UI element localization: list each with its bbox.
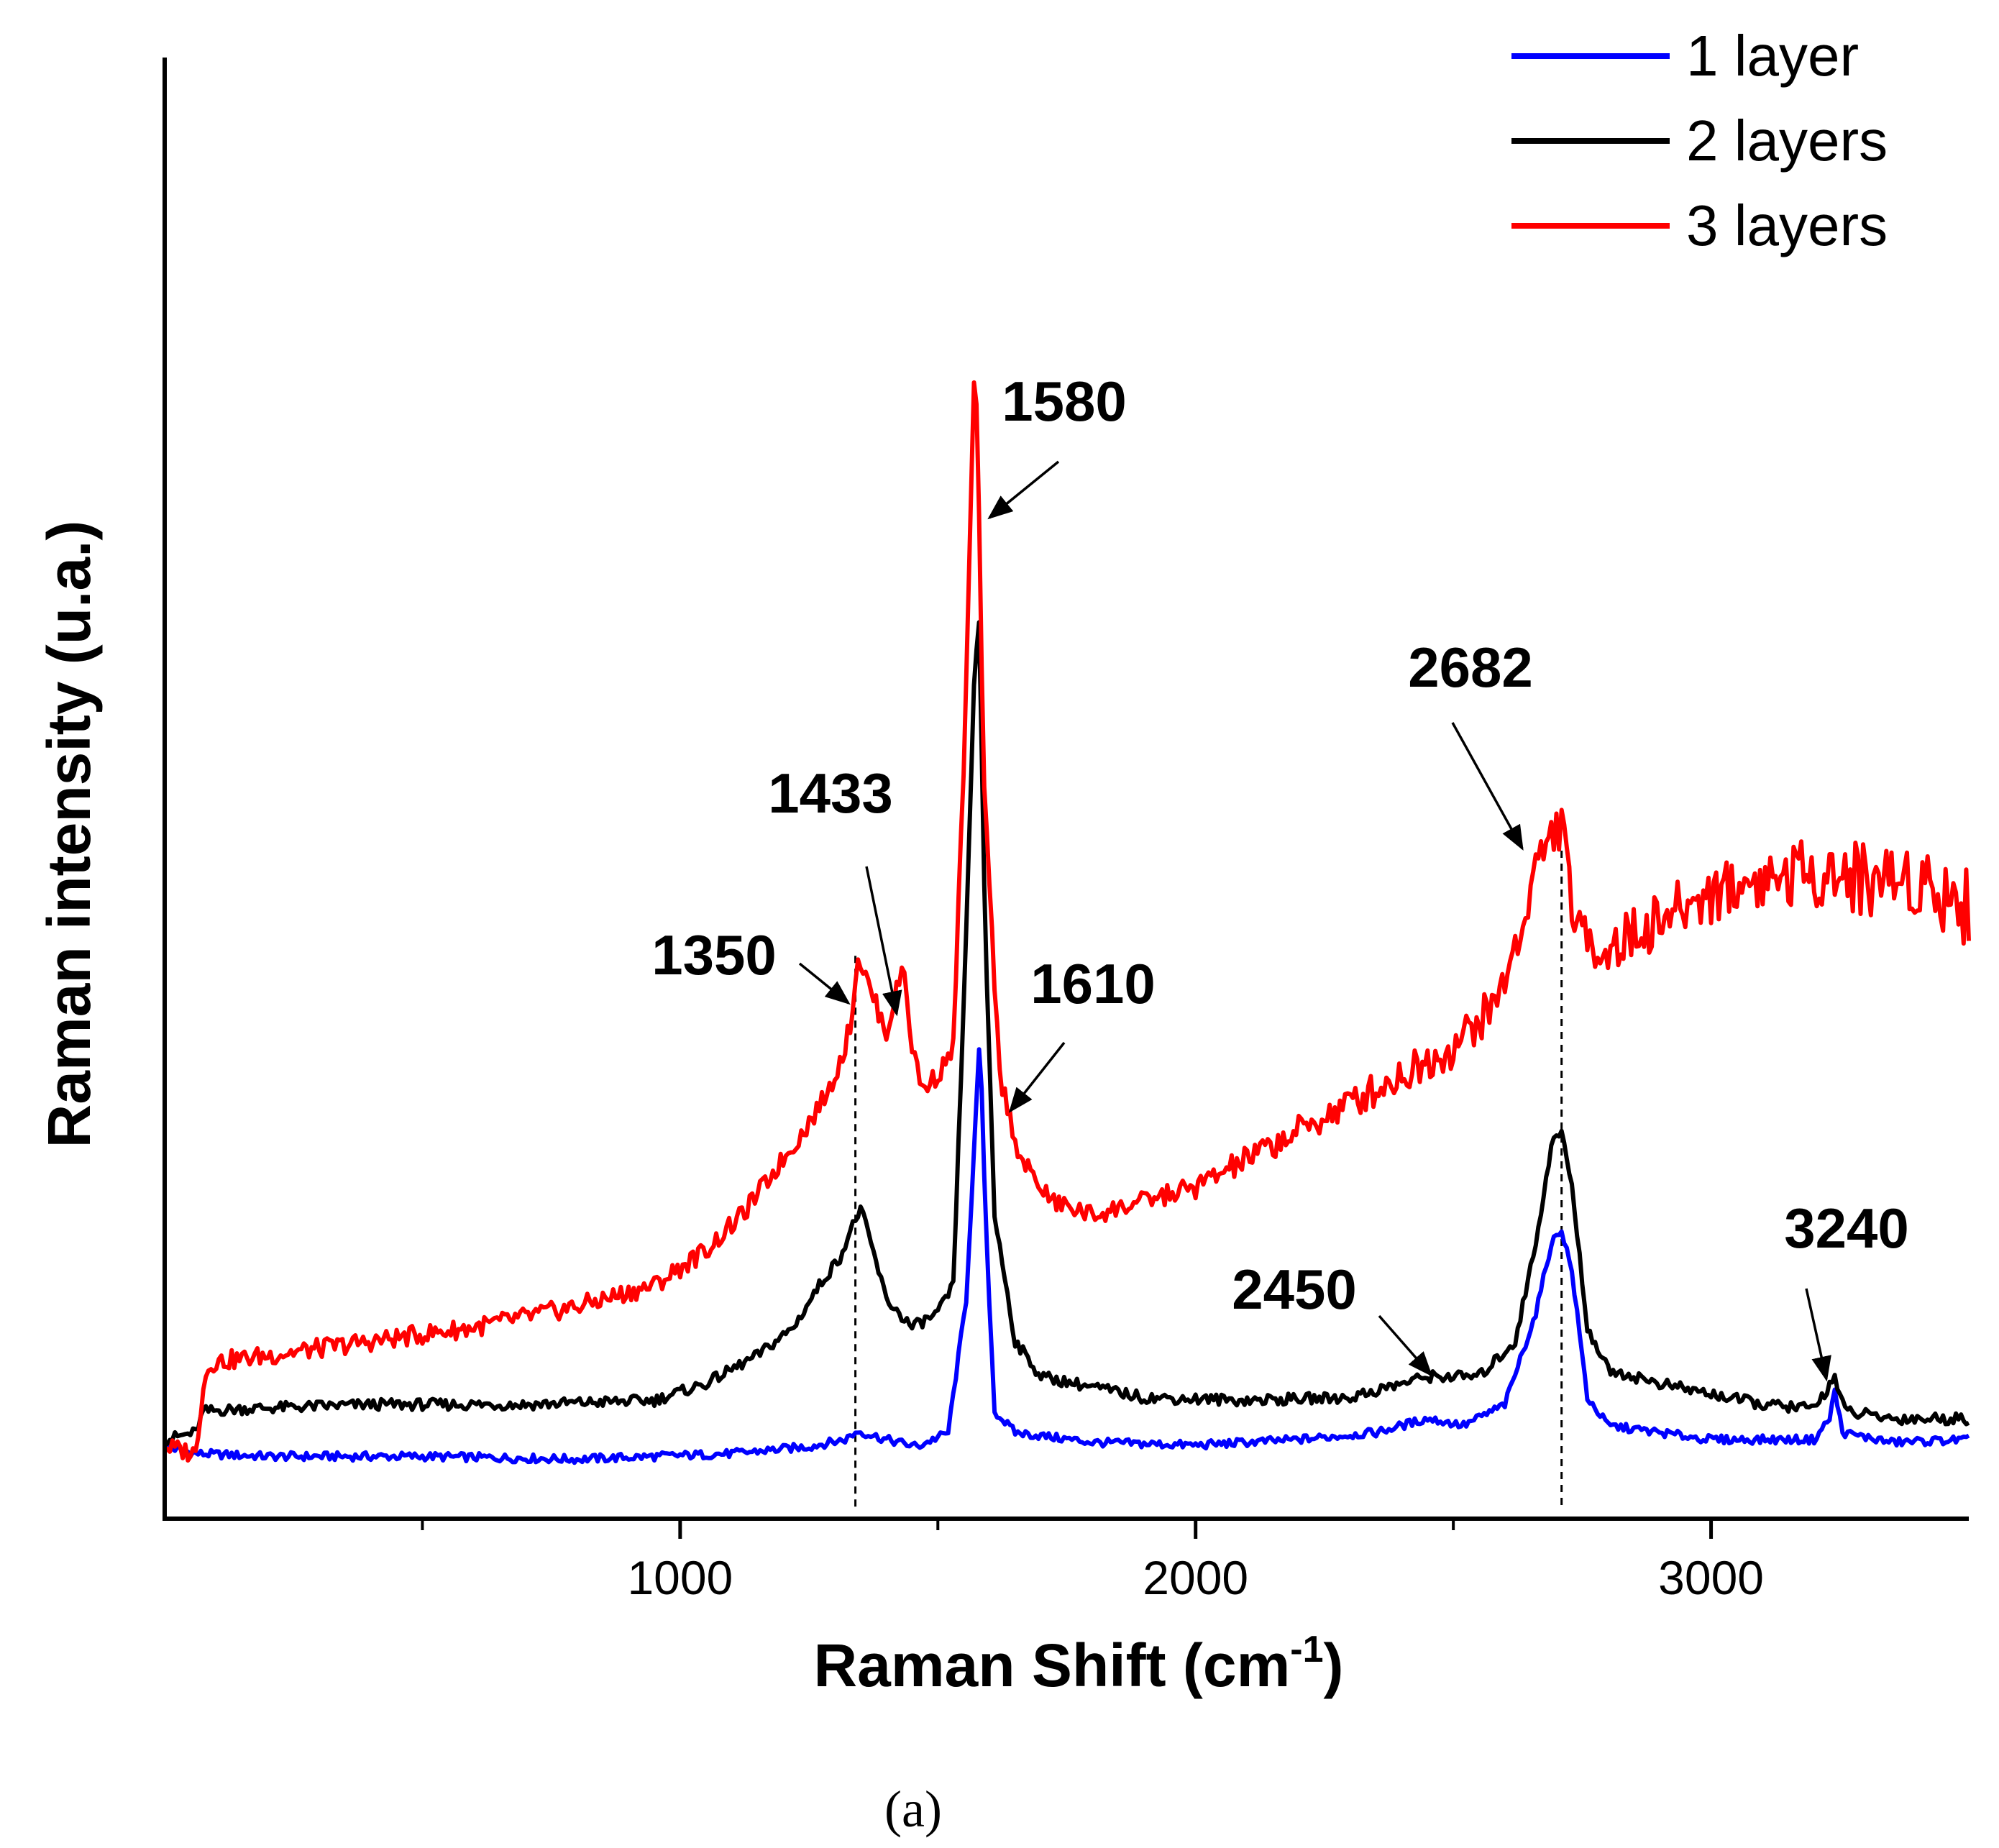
annotation-arrow-1610 [1008,1041,1066,1113]
series-group [163,380,1971,1465]
x-tick-label: 2000 [1143,1551,1248,1604]
figure-caption: (a) [884,1780,942,1838]
annotations: 1580 1433 1350 1610 2682 2450 3240 [651,370,1909,1382]
series-line-3 [163,380,1971,1463]
annotation-label-1580: 1580 [1002,370,1127,433]
legend-label-2: 2 layers [1686,109,1888,173]
annotation-arrow-2450 [1378,1314,1433,1377]
annotation-label-2682: 2682 [1408,636,1533,699]
x-ticks: 1000 2000 3000 [421,1519,1764,1604]
legend: 1 layer 2 layers 3 layers [1511,24,1888,257]
annotation-arrow-1350 [798,962,851,1005]
series-line-2 [163,620,1970,1447]
x-axis-title-sup: -1 [1290,1629,1323,1670]
x-axis-title-close: ) [1324,1632,1344,1699]
annotation-arrow-2682 [1451,722,1524,851]
annotation-label-3240: 3240 [1784,1197,1909,1260]
x-tick-label: 1000 [627,1551,733,1604]
axes [163,58,1969,1521]
legend-label-1: 1 layer [1686,24,1859,88]
reference-lines [854,851,1563,1510]
x-axis-title: Raman Shift (cm-1) [813,1629,1343,1699]
annotation-label-1433: 1433 [768,761,893,825]
x-tick-label: 3000 [1658,1551,1764,1604]
legend-label-3: 3 layers [1686,193,1888,257]
annotation-label-1610: 1610 [1030,952,1156,1015]
series-line-1 [163,1047,1970,1465]
annotation-label-1350: 1350 [651,923,777,987]
annotation-arrow-1580 [987,460,1060,520]
annotation-arrow-3240 [1805,1288,1831,1382]
annotation-arrow-1433 [865,866,902,1017]
y-axis-title: Raman intensity (u.a.) [35,521,103,1148]
annotation-label-2450: 2450 [1232,1258,1357,1321]
x-axis-title-main: Raman Shift (cm [813,1632,1290,1699]
